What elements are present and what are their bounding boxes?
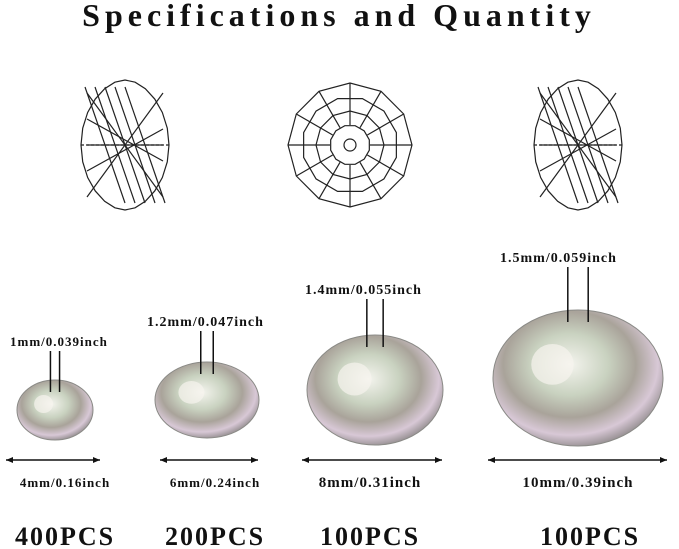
wire-facet [567,86,609,204]
arrow-head [302,457,309,463]
wire-facet [539,118,617,162]
wire-facet [539,92,617,198]
wire-spoke [296,154,333,177]
arrow-head [160,457,167,463]
hole-size-label: 1.5mm/0.059inch [500,251,617,266]
wire-spoke [367,154,404,177]
wire-spoke [367,113,404,136]
wire-facet [577,86,619,204]
quantity-label: 200PCS [165,522,265,549]
title: Specifications and Quantity [82,0,596,33]
wire-spoke [296,113,333,136]
quantity-label: 100PCS [540,522,640,549]
hole-size-label: 1.4mm/0.055inch [305,283,422,298]
bead-highlight [178,381,205,404]
wire-spoke [318,162,341,199]
wire-facet [114,86,156,204]
arrow-head [93,457,100,463]
wire-facet [86,128,164,172]
wire-ring [303,98,397,192]
hole-size-label: 1mm/0.039inch [10,334,108,349]
bead-highlight [34,395,54,413]
bead-photos: 1mm/0.039inch 4mm/0.16inch 400PCS 1.2mm/0.0… [6,251,667,549]
wire-facet [539,128,617,172]
bead [492,309,664,447]
wire-facet [124,86,166,204]
wire-spoke [318,91,341,128]
wire-ring [330,125,370,165]
bead [16,379,94,441]
wire-spoke [359,162,382,199]
wire-facet [86,92,164,198]
size-label: 4mm/0.16inch [20,475,110,490]
size-label: 6mm/0.24inch [170,475,260,490]
bead [306,334,444,446]
bead-highlight [337,362,372,396]
size-label: 10mm/0.39inch [523,475,634,491]
arrow-head [488,457,495,463]
arrow-head [6,457,13,463]
arrow-head [660,457,667,463]
wire-spoke [359,91,382,128]
size-label: 8mm/0.31inch [319,475,421,491]
bead-highlight [531,344,574,385]
wire-facet [86,118,164,162]
quantity-label: 100PCS [320,522,420,549]
wireframe-diagrams [80,79,623,211]
hole-size-label: 1.2mm/0.047inch [147,315,264,330]
arrow-head [251,457,258,463]
bead [154,361,260,439]
arrow-head [435,457,442,463]
quantity-label: 400PCS [15,522,115,549]
wire-hole [343,138,357,152]
